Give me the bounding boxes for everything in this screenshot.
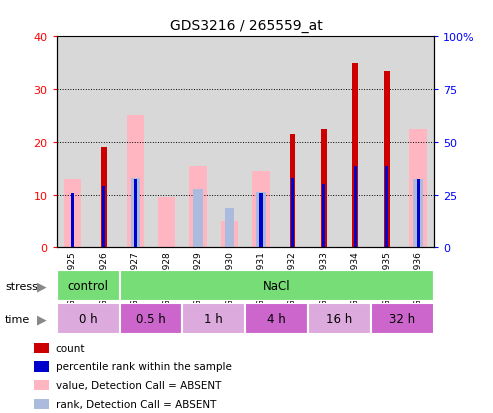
- Bar: [102, 187, 106, 248]
- Bar: [402, 37, 434, 248]
- Text: 0.5 h: 0.5 h: [136, 313, 166, 325]
- Bar: [57, 304, 119, 335]
- Text: count: count: [56, 343, 85, 353]
- Bar: [127, 116, 144, 248]
- Text: value, Detection Call = ABSENT: value, Detection Call = ABSENT: [56, 380, 221, 390]
- Bar: [256, 192, 266, 248]
- Bar: [88, 37, 119, 248]
- Bar: [182, 304, 245, 335]
- Bar: [57, 271, 119, 301]
- Bar: [245, 37, 277, 248]
- Text: 0 h: 0 h: [79, 313, 98, 325]
- Bar: [308, 37, 340, 248]
- Bar: [131, 178, 140, 248]
- Bar: [57, 37, 88, 248]
- Bar: [189, 166, 207, 248]
- Bar: [221, 221, 238, 248]
- Text: NaCl: NaCl: [263, 280, 290, 292]
- Text: 4 h: 4 h: [267, 313, 286, 325]
- Bar: [214, 37, 246, 248]
- Text: 16 h: 16 h: [326, 313, 352, 325]
- Bar: [182, 37, 214, 248]
- Bar: [340, 37, 371, 248]
- Bar: [321, 129, 327, 248]
- Bar: [277, 37, 308, 248]
- Bar: [353, 166, 357, 248]
- Bar: [289, 135, 295, 248]
- Bar: [385, 166, 388, 248]
- Bar: [101, 148, 106, 248]
- Bar: [119, 304, 182, 335]
- Bar: [57, 37, 88, 248]
- Bar: [225, 208, 234, 248]
- Text: rank, Detection Call = ABSENT: rank, Detection Call = ABSENT: [56, 399, 216, 409]
- Bar: [134, 179, 137, 248]
- Bar: [34, 380, 49, 390]
- Text: GDS3216 / 265559_at: GDS3216 / 265559_at: [170, 19, 323, 33]
- Text: 1 h: 1 h: [205, 313, 223, 325]
- Bar: [151, 37, 182, 248]
- Text: ▶: ▶: [37, 313, 47, 325]
- Bar: [308, 304, 371, 335]
- Text: percentile rank within the sample: percentile rank within the sample: [56, 361, 232, 372]
- Bar: [252, 171, 270, 248]
- Bar: [71, 193, 74, 248]
- Text: stress: stress: [5, 281, 38, 291]
- Bar: [34, 361, 49, 372]
- Bar: [402, 37, 434, 248]
- Bar: [291, 178, 294, 248]
- Bar: [340, 37, 371, 248]
- Bar: [193, 190, 203, 248]
- Bar: [308, 37, 340, 248]
- Bar: [259, 193, 263, 248]
- Bar: [214, 37, 246, 248]
- Bar: [371, 37, 402, 248]
- Bar: [322, 185, 325, 248]
- Bar: [277, 37, 308, 248]
- Text: control: control: [68, 280, 108, 292]
- Bar: [371, 304, 434, 335]
- Text: 32 h: 32 h: [389, 313, 416, 325]
- Bar: [119, 37, 151, 248]
- Bar: [119, 271, 434, 301]
- Bar: [34, 343, 49, 353]
- Bar: [88, 37, 119, 248]
- Bar: [119, 37, 151, 248]
- Text: time: time: [5, 314, 30, 324]
- Bar: [417, 179, 420, 248]
- Bar: [414, 179, 423, 248]
- Bar: [182, 37, 214, 248]
- Bar: [245, 304, 308, 335]
- Bar: [384, 71, 389, 248]
- Bar: [151, 37, 182, 248]
- Bar: [371, 37, 402, 248]
- Bar: [245, 37, 277, 248]
- Text: ▶: ▶: [37, 280, 47, 292]
- Bar: [158, 198, 176, 248]
- Bar: [410, 129, 427, 248]
- Bar: [34, 399, 49, 409]
- Bar: [64, 179, 81, 248]
- Bar: [352, 64, 358, 248]
